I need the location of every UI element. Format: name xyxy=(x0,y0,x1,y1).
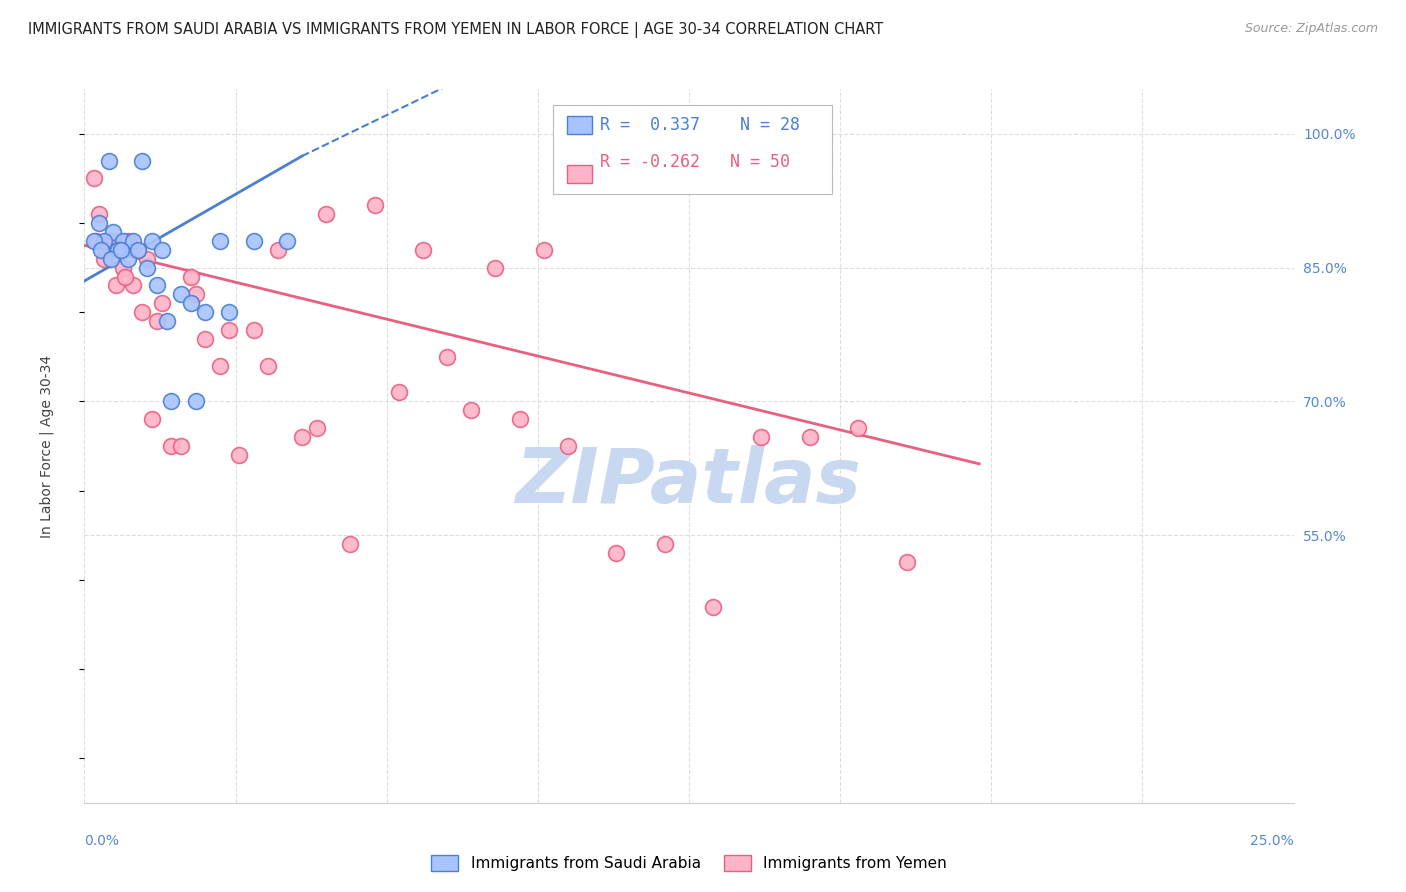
Point xyxy=(83,171,105,186)
Point xyxy=(117,252,139,266)
Text: Source: ZipAtlas.com: Source: ZipAtlas.com xyxy=(1244,22,1378,36)
Point xyxy=(87,216,110,230)
Point xyxy=(305,421,328,435)
Text: R = -0.262   N = 50: R = -0.262 N = 50 xyxy=(600,153,790,171)
Text: ZIPatlas: ZIPatlas xyxy=(516,445,862,518)
Point xyxy=(90,243,112,257)
Point xyxy=(605,546,627,560)
Point xyxy=(112,234,135,248)
Point xyxy=(194,332,217,346)
Point xyxy=(242,323,264,337)
Point xyxy=(846,421,869,435)
Point xyxy=(127,243,149,257)
Point xyxy=(97,153,120,168)
Point xyxy=(194,305,217,319)
Point xyxy=(702,599,724,614)
Point xyxy=(533,243,555,257)
Point xyxy=(170,287,193,301)
Point xyxy=(315,207,337,221)
Point xyxy=(267,243,290,257)
Point xyxy=(460,403,482,417)
Point xyxy=(228,448,250,462)
Point xyxy=(155,314,177,328)
Point xyxy=(160,394,183,409)
Point xyxy=(484,260,506,275)
Point xyxy=(136,252,159,266)
Point xyxy=(136,260,159,275)
Point xyxy=(436,350,458,364)
Point xyxy=(87,207,110,221)
Point xyxy=(557,439,579,453)
Point xyxy=(896,555,918,569)
Point xyxy=(208,234,231,248)
Point xyxy=(180,296,202,310)
Point xyxy=(257,359,280,373)
Point xyxy=(363,198,385,212)
Point xyxy=(112,260,135,275)
Point xyxy=(276,234,298,248)
Point xyxy=(107,243,129,257)
Point xyxy=(103,225,125,239)
Point xyxy=(114,269,136,284)
Point xyxy=(170,439,193,453)
Text: R =  0.337    N = 28: R = 0.337 N = 28 xyxy=(600,116,800,134)
Point xyxy=(94,243,117,257)
Point xyxy=(184,287,207,301)
Point xyxy=(208,359,231,373)
Point xyxy=(104,278,127,293)
Point xyxy=(117,234,139,248)
Point xyxy=(509,412,531,426)
Point xyxy=(291,430,314,444)
Point xyxy=(654,537,676,551)
Point xyxy=(150,243,173,257)
Point xyxy=(107,243,129,257)
Point xyxy=(83,234,105,248)
Point xyxy=(799,430,821,444)
Point xyxy=(86,234,108,248)
Point xyxy=(150,296,173,310)
Point xyxy=(110,243,132,257)
Point xyxy=(97,234,120,248)
Point xyxy=(412,243,434,257)
Point xyxy=(388,385,411,400)
Point xyxy=(751,430,773,444)
Legend: Immigrants from Saudi Arabia, Immigrants from Yemen: Immigrants from Saudi Arabia, Immigrants… xyxy=(425,849,953,877)
Point xyxy=(93,234,115,248)
Point xyxy=(121,234,143,248)
Point xyxy=(131,153,153,168)
Point xyxy=(93,252,115,266)
Y-axis label: In Labor Force | Age 30-34: In Labor Force | Age 30-34 xyxy=(39,354,55,538)
Point xyxy=(127,243,149,257)
Point xyxy=(146,314,169,328)
Point xyxy=(131,305,153,319)
Text: 0.0%: 0.0% xyxy=(84,834,120,848)
Point xyxy=(100,252,122,266)
Point xyxy=(160,439,183,453)
Point xyxy=(339,537,361,551)
Point xyxy=(121,278,143,293)
Text: IMMIGRANTS FROM SAUDI ARABIA VS IMMIGRANTS FROM YEMEN IN LABOR FORCE | AGE 30-34: IMMIGRANTS FROM SAUDI ARABIA VS IMMIGRAN… xyxy=(28,22,883,38)
Point xyxy=(218,323,240,337)
Point xyxy=(141,234,163,248)
Point xyxy=(146,278,169,293)
Text: 25.0%: 25.0% xyxy=(1250,834,1294,848)
Point xyxy=(242,234,264,248)
Point xyxy=(103,234,125,248)
Point xyxy=(218,305,240,319)
Point xyxy=(184,394,207,409)
Point xyxy=(180,269,202,284)
Point xyxy=(141,412,163,426)
